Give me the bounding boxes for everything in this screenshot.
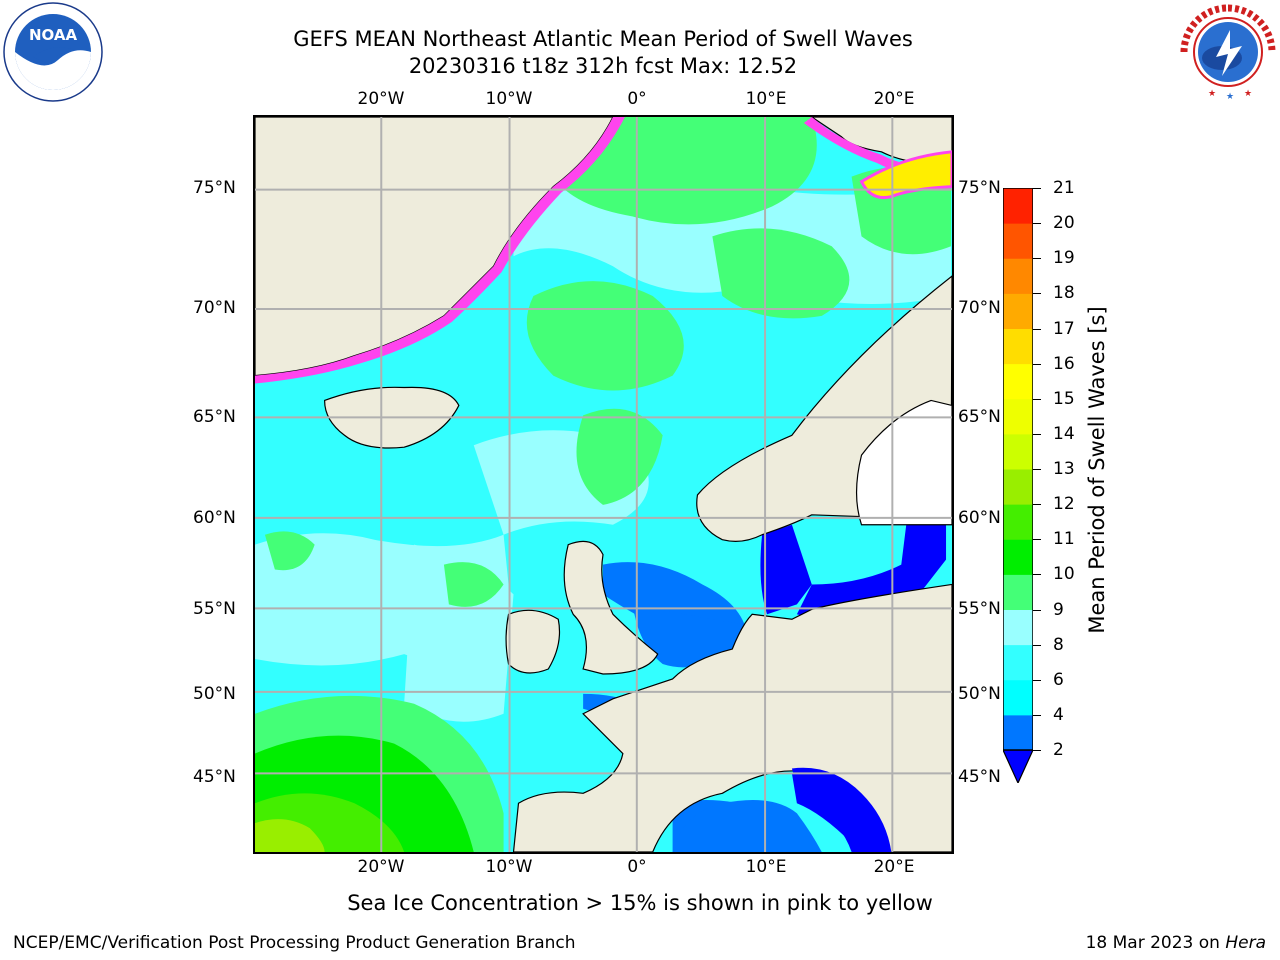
colorbar-tick: [1033, 433, 1041, 435]
footer-credit: NCEP/EMC/Verification Post Processing Pr…: [13, 933, 576, 953]
lat-label-left: 75°N: [193, 178, 236, 198]
ireland-land: [505, 609, 561, 674]
mediterranean-sea: [672, 799, 822, 852]
colorbar-segment: [1003, 644, 1033, 681]
bothnia-no-data: [856, 399, 952, 526]
colorbar-tick: [1033, 644, 1041, 646]
colorbar-segment: [1003, 188, 1033, 224]
lon-label-top: 10°W: [485, 89, 533, 109]
sea-ice-barents: [859, 150, 952, 199]
sea-ice-note: Sea Ice Concentration > 15% is shown in …: [347, 891, 933, 915]
colorbar-segment: [1003, 574, 1033, 610]
colorbar-tick: [1033, 293, 1041, 295]
lon-label-bottom: 0°: [627, 857, 647, 877]
colorbar-tick: [1033, 188, 1041, 189]
swell-long-period-sw: [255, 695, 504, 852]
colorbar-tick-label: 21: [1053, 178, 1075, 198]
noaa-logo-text: NOAA: [29, 26, 78, 44]
footer-machine: Hera: [1225, 933, 1266, 953]
lon-label-bottom: 10°E: [745, 857, 787, 877]
colorbar-tick-label: 20: [1053, 213, 1075, 234]
lon-label-bottom: 20°W: [357, 857, 405, 877]
colorbar-segment: [1003, 469, 1033, 505]
colorbar-segment: [1003, 258, 1033, 294]
colorbar-tick: [1033, 504, 1041, 506]
lat-label-left: 50°N: [193, 684, 236, 704]
svg-text:★: ★: [1226, 92, 1234, 102]
colorbar-tick-label: 15: [1053, 388, 1075, 409]
colorbar-segment: [1003, 609, 1033, 646]
colorbar-tick: [1033, 609, 1041, 611]
lon-label-top: 20°W: [357, 89, 405, 109]
colorbar-tick-label: 17: [1053, 318, 1075, 339]
colorbar-tick-label: 19: [1053, 248, 1075, 269]
colorbar-tick-label: 13: [1053, 459, 1075, 479]
graticule: [255, 117, 952, 852]
lat-label-right: 55°N: [958, 599, 1001, 619]
colorbar-tick-label: 6: [1053, 669, 1064, 690]
colorbar-extend-arrow: [1003, 749, 1033, 783]
lon-label-top: 0°: [627, 89, 647, 109]
lat-label-right: 45°N: [958, 767, 1001, 787]
footer-date-text: 18 Mar 2023 on: [1085, 933, 1226, 953]
colorbar-tick-label: 11: [1053, 529, 1075, 550]
lat-label-right: 70°N: [958, 298, 1001, 318]
colorbar-segment: [1003, 679, 1033, 716]
lon-label-top: 10°E: [745, 89, 787, 109]
lat-label-right: 75°N: [958, 178, 1001, 198]
chart-title: GEFS MEAN Northeast Atlantic Mean Period…: [293, 27, 913, 51]
svg-text:★: ★: [1208, 89, 1216, 99]
colorbar-segment: [1003, 293, 1033, 329]
colorbar-tick-label: 14: [1053, 423, 1075, 444]
lat-label-right: 50°N: [958, 684, 1001, 704]
colorbar-tick: [1033, 679, 1041, 681]
colorbar-tick: [1033, 258, 1041, 260]
svg-text:★: ★: [1244, 89, 1252, 99]
colorbar-segment: [1003, 714, 1033, 751]
colorbar-segment: [1003, 328, 1033, 365]
colorbar-tick: [1033, 574, 1041, 576]
lon-label-top: 20°E: [873, 89, 915, 109]
lat-label-right: 65°N: [958, 407, 1001, 427]
colorbar-tick: [1033, 469, 1041, 470]
britain-land: [563, 540, 659, 675]
lat-label-left: 55°N: [193, 599, 236, 619]
colorbar-segment: [1003, 539, 1033, 575]
forecast-subtitle: 20230316 t18z 312h fcst Max: 12.52: [408, 54, 798, 78]
lat-label-left: 45°N: [193, 767, 236, 787]
lon-label-bottom: 10°W: [485, 857, 533, 877]
colorbar-segment: [1003, 504, 1033, 540]
colorbar-tick: [1033, 750, 1041, 751]
colorbar-tick: [1033, 398, 1041, 400]
colorbar-label: Mean Period of Swell Waves [s]: [1085, 306, 1109, 634]
lon-label-bottom: 20°E: [873, 857, 915, 877]
swell-period-map: [253, 115, 954, 854]
lat-label-left: 65°N: [193, 407, 236, 427]
colorbar-tick-label: 12: [1053, 494, 1075, 515]
colorbar-segment: [1003, 363, 1033, 400]
colorbar: [1003, 188, 1033, 783]
colorbar-tick-label: 10: [1053, 564, 1075, 585]
colorbar-tick-label: 8: [1053, 634, 1064, 655]
colorbar-tick: [1033, 223, 1041, 225]
colorbar-tick-label: 4: [1053, 704, 1064, 725]
colorbar-tick: [1033, 328, 1041, 330]
adriatic-sea: [791, 767, 892, 852]
lat-label-right: 60°N: [958, 508, 1001, 528]
colorbar-segment: [1003, 223, 1033, 259]
noaa-logo: NOAA: [3, 2, 103, 102]
nws-logo: ★ ★ ★: [1180, 4, 1276, 102]
colorbar-tick-label: 2: [1053, 740, 1064, 760]
colorbar-tick: [1033, 363, 1041, 365]
colorbar-tick: [1033, 714, 1041, 716]
colorbar-tick: [1033, 539, 1041, 541]
colorbar-segment: [1003, 398, 1033, 435]
footer-date: 18 Mar 2023 on Hera: [1086, 933, 1266, 953]
colorbar-tick-label: 16: [1053, 353, 1075, 374]
colorbar-segment: [1003, 433, 1033, 470]
colorbar-tick-label: 9: [1053, 599, 1064, 620]
lat-label-left: 60°N: [193, 508, 236, 528]
lat-label-left: 70°N: [193, 298, 236, 318]
colorbar-tick-label: 18: [1053, 283, 1075, 304]
